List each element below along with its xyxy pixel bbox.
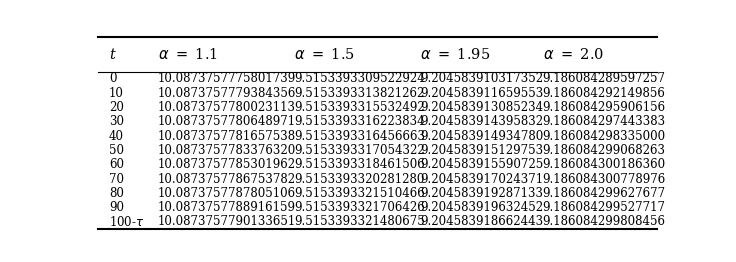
Text: 0: 0 — [109, 72, 116, 85]
Text: 9.5153393316223834: 9.5153393316223834 — [294, 115, 425, 128]
Text: 9.204583919287133: 9.204583919287133 — [420, 187, 543, 200]
Text: 10: 10 — [109, 87, 124, 100]
Text: 9.186084300186360: 9.186084300186360 — [542, 158, 666, 171]
Text: 9.5153393315532492: 9.5153393315532492 — [294, 101, 425, 114]
Text: 9.204583917024371: 9.204583917024371 — [420, 173, 543, 185]
Text: $\alpha$ $=$ 1.95: $\alpha$ $=$ 1.95 — [420, 47, 490, 62]
Text: 9.204583913085234: 9.204583913085234 — [420, 101, 543, 114]
Text: 9.5153393321480675: 9.5153393321480675 — [294, 215, 425, 228]
Text: 10.0873757779384356: 10.0873757779384356 — [158, 87, 296, 100]
Text: 40: 40 — [109, 130, 124, 143]
Text: 80: 80 — [109, 187, 124, 200]
Text: 10.0873757780648971: 10.0873757780648971 — [158, 115, 296, 128]
Text: 9.186084298335000: 9.186084298335000 — [542, 130, 666, 143]
Text: 9.204583914934780: 9.204583914934780 — [420, 130, 543, 143]
Text: 70: 70 — [109, 173, 124, 185]
Text: 9.186084295906156: 9.186084295906156 — [542, 101, 666, 114]
Text: 9.5153393320281280: 9.5153393320281280 — [294, 173, 425, 185]
Text: 10.0873757783376320: 10.0873757783376320 — [158, 144, 296, 157]
Text: 10.0873757781657538: 10.0873757781657538 — [158, 130, 296, 143]
Text: 9.204583911659553: 9.204583911659553 — [420, 87, 543, 100]
Text: $\alpha$ $=$ 1.1: $\alpha$ $=$ 1.1 — [158, 47, 218, 62]
Text: 9.5153393321706426: 9.5153393321706426 — [294, 201, 425, 214]
Text: 9.5153393317054322: 9.5153393317054322 — [294, 144, 425, 157]
Text: 9.5153393313821262: 9.5153393313821262 — [294, 87, 425, 100]
Text: 50: 50 — [109, 144, 124, 157]
Text: 10.0873757788916159: 10.0873757788916159 — [158, 201, 296, 214]
Text: 9.204583918662443: 9.204583918662443 — [420, 215, 543, 228]
Text: 9.186084299627677: 9.186084299627677 — [542, 187, 666, 200]
Text: 10.0873757785301962: 10.0873757785301962 — [158, 158, 296, 171]
Text: 9.204583910317352: 9.204583910317352 — [420, 72, 543, 85]
Text: 90: 90 — [109, 201, 124, 214]
Text: 9.204583915129753: 9.204583915129753 — [420, 144, 543, 157]
Text: 10.0873757790133651: 10.0873757790133651 — [158, 215, 296, 228]
Text: 20: 20 — [109, 101, 124, 114]
Text: 9.186084289597257: 9.186084289597257 — [542, 72, 665, 85]
Text: 9.5153393309522924: 9.5153393309522924 — [294, 72, 425, 85]
Text: 30: 30 — [109, 115, 124, 128]
Text: $\alpha$ $=$ 1.5: $\alpha$ $=$ 1.5 — [294, 47, 355, 62]
Text: t: t — [109, 48, 115, 62]
Text: 60: 60 — [109, 158, 124, 171]
Text: 9.186084297443383: 9.186084297443383 — [542, 115, 666, 128]
Text: 9.5153393318461506: 9.5153393318461506 — [294, 158, 425, 171]
Text: 9.5153393321510466: 9.5153393321510466 — [294, 187, 425, 200]
Text: 9.186084299068263: 9.186084299068263 — [542, 144, 665, 157]
Text: 10.0873757787805106: 10.0873757787805106 — [158, 187, 296, 200]
Text: 9.204583919632452: 9.204583919632452 — [420, 201, 543, 214]
Text: 9.186084292149856: 9.186084292149856 — [542, 87, 665, 100]
Text: 9.204583915590725: 9.204583915590725 — [420, 158, 543, 171]
Text: 9.186084299808456: 9.186084299808456 — [542, 215, 665, 228]
Text: 10.0873757775801739: 10.0873757775801739 — [158, 72, 296, 85]
Text: 9.5153393316456663: 9.5153393316456663 — [294, 130, 425, 143]
Text: 10.0873757786753782: 10.0873757786753782 — [158, 173, 296, 185]
Text: 9.204583914395832: 9.204583914395832 — [420, 115, 543, 128]
Text: 9.186084299527717: 9.186084299527717 — [542, 201, 665, 214]
Text: 10.0873757780023113: 10.0873757780023113 — [158, 101, 296, 114]
Text: 9.186084300778976: 9.186084300778976 — [542, 173, 666, 185]
Text: 100-$\tau$: 100-$\tau$ — [109, 215, 145, 229]
Text: $\alpha$ $=$ 2.0: $\alpha$ $=$ 2.0 — [542, 47, 604, 62]
